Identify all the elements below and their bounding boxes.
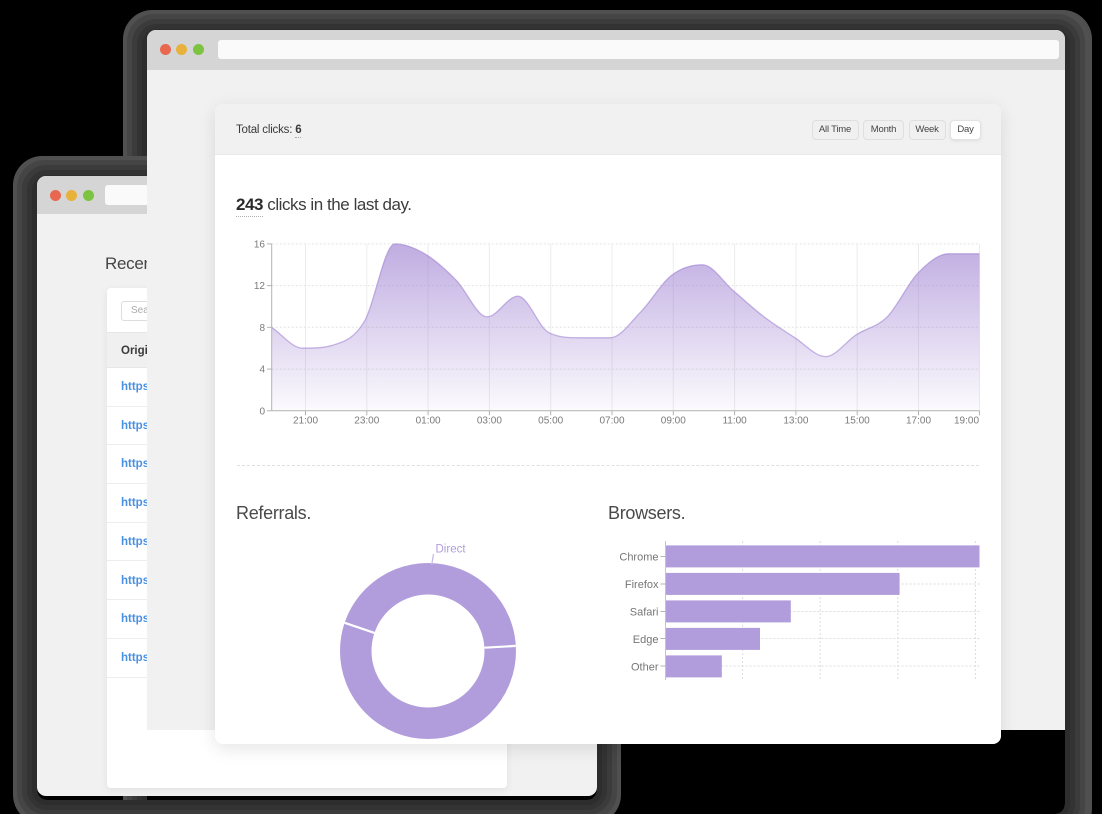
svg-text:8: 8 [259, 323, 265, 334]
svg-text:Chrome: Chrome [619, 551, 658, 563]
svg-text:07:00: 07:00 [599, 416, 624, 427]
svg-text:09:00: 09:00 [661, 416, 686, 427]
svg-text:21:00: 21:00 [293, 416, 318, 427]
svg-text:03:00: 03:00 [477, 416, 502, 427]
svg-text:01:00: 01:00 [416, 416, 441, 427]
svg-text:12: 12 [254, 281, 266, 292]
svg-text:Edge: Edge [633, 634, 659, 646]
svg-text:Firefox: Firefox [625, 579, 659, 591]
svg-text:15:00: 15:00 [845, 416, 870, 427]
svg-text:4: 4 [259, 365, 265, 376]
svg-text:05:00: 05:00 [538, 416, 563, 427]
svg-text:Direct: Direct [436, 544, 467, 556]
svg-text:16: 16 [254, 239, 266, 250]
svg-text:17:00: 17:00 [906, 416, 931, 427]
svg-text:11:00: 11:00 [722, 416, 747, 427]
svg-text:19:00: 19:00 [954, 416, 979, 427]
svg-text:Other: Other [631, 661, 659, 673]
svg-text:Safari: Safari [630, 606, 659, 618]
svg-text:0: 0 [259, 406, 265, 417]
svg-text:23:00: 23:00 [354, 416, 379, 427]
svg-text:13:00: 13:00 [783, 416, 808, 427]
